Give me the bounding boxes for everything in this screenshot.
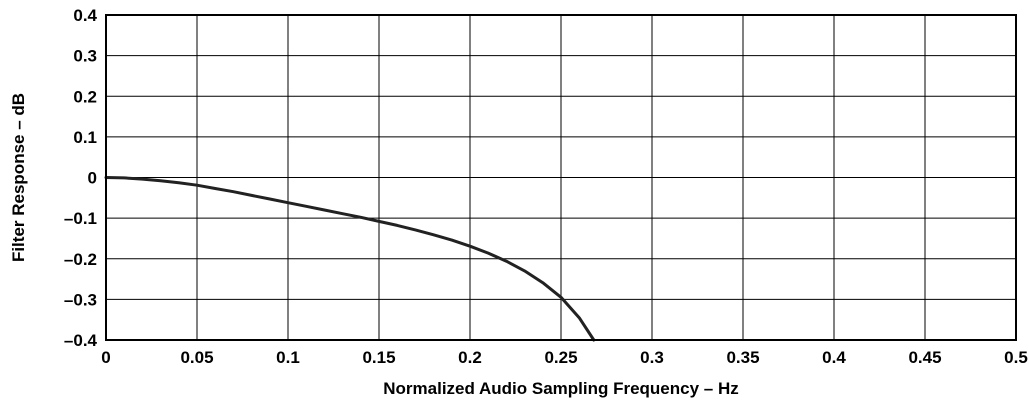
- x-axis-tick-labels: 0 0.05 0.1 0.15 0.2 0.25 0.3 0.35 0.4 0.45 0.5: [101, 348, 1028, 367]
- x-tick-label: 0.05: [180, 348, 213, 367]
- y-axis-tick-labels: 0.4 0.3 0.2 0.1 0 –0.1 –0.2 –0.3 –0.4: [64, 6, 98, 350]
- x-tick-label: 0.3: [640, 348, 664, 367]
- y-tick-label: 0.4: [73, 6, 97, 25]
- y-tick-label: –0.1: [64, 209, 97, 228]
- x-tick-label: 0.45: [908, 348, 941, 367]
- x-tick-label: 0.4: [822, 348, 846, 367]
- y-tick-label: –0.3: [64, 290, 97, 309]
- x-tick-label: 0.5: [1004, 348, 1028, 367]
- x-tick-label: 0.2: [458, 348, 482, 367]
- x-tick-label: 0: [101, 348, 110, 367]
- y-axis-label: Filter Response – dB: [9, 93, 28, 262]
- x-axis-label: Normalized Audio Sampling Frequency – Hz: [383, 379, 738, 398]
- y-tick-label: 0.2: [73, 87, 97, 106]
- y-tick-label: 0.3: [73, 47, 97, 66]
- grid-lines: [105, 14, 1017, 341]
- y-tick-label: –0.4: [64, 331, 98, 350]
- x-tick-label: 0.35: [726, 348, 759, 367]
- filter-response-line: [104, 176, 596, 342]
- x-tick-label: 0.25: [544, 348, 577, 367]
- x-tick-label: 0.1: [276, 348, 300, 367]
- x-tick-label: 0.15: [362, 348, 395, 367]
- y-tick-label: –0.2: [64, 250, 97, 269]
- plot-frame: [105, 14, 1017, 341]
- y-tick-label: 0.1: [73, 128, 97, 147]
- y-tick-label: 0: [88, 169, 97, 188]
- data-series: [104, 176, 596, 342]
